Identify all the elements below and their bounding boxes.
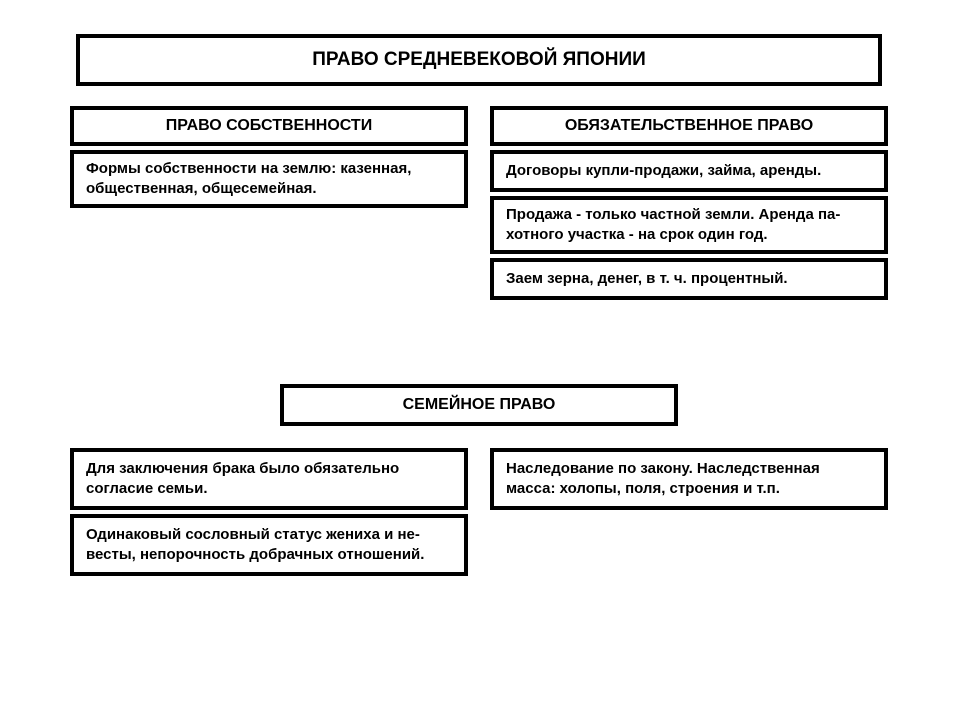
property-law-header-text: ПРАВО СОБСТВЕННОСТИ (166, 117, 372, 135)
obligation-law-cell: Договоры купли-продажи, займа, аренды. (490, 150, 888, 192)
family-law-left-cell: Для заключения брака было обязательно со… (70, 448, 468, 510)
obligation-law-cell: Заем зерна, денег, в т. ч. процентный. (490, 258, 888, 300)
obligation-law-cell-text: Договоры купли-продажи, займа, аренды. (506, 161, 821, 181)
main-title-text: ПРАВО СРЕДНЕВЕКОВОЙ ЯПОНИИ (312, 49, 646, 71)
main-title: ПРАВО СРЕДНЕВЕКОВОЙ ЯПОНИИ (76, 34, 882, 86)
obligation-law-header-text: ОБЯЗАТЕЛЬСТВЕННОЕ ПРАВО (565, 117, 813, 135)
family-law-right-cell: Наследование по закону. Наследственная м… (490, 448, 888, 510)
property-law-cell: Формы собственности на землю: казенная, … (70, 150, 468, 208)
family-law-header: СЕМЕЙНОЕ ПРАВО (280, 384, 678, 426)
obligation-law-header: ОБЯЗАТЕЛЬСТВЕННОЕ ПРАВО (490, 106, 888, 146)
obligation-law-cell-text: Продажа - только частной земли. Аренда п… (506, 205, 872, 246)
property-law-cell-text: Формы собственности на землю: казенная, … (86, 159, 452, 200)
property-law-header: ПРАВО СОБСТВЕННОСТИ (70, 106, 468, 146)
obligation-law-cell: Продажа - только частной земли. Аренда п… (490, 196, 888, 254)
family-law-left-cell: Одинаковый сословный статус жениха и не­… (70, 514, 468, 576)
family-law-right-cell-text: Наследование по закону. Наследственная м… (506, 459, 872, 500)
family-law-header-text: СЕМЕЙНОЕ ПРАВО (403, 396, 556, 414)
family-law-left-cell-text: Одинаковый сословный статус жениха и не­… (86, 525, 452, 566)
obligation-law-cell-text: Заем зерна, денег, в т. ч. процентный. (506, 269, 788, 289)
family-law-left-cell-text: Для заключения брака было обязательно со… (86, 459, 452, 500)
